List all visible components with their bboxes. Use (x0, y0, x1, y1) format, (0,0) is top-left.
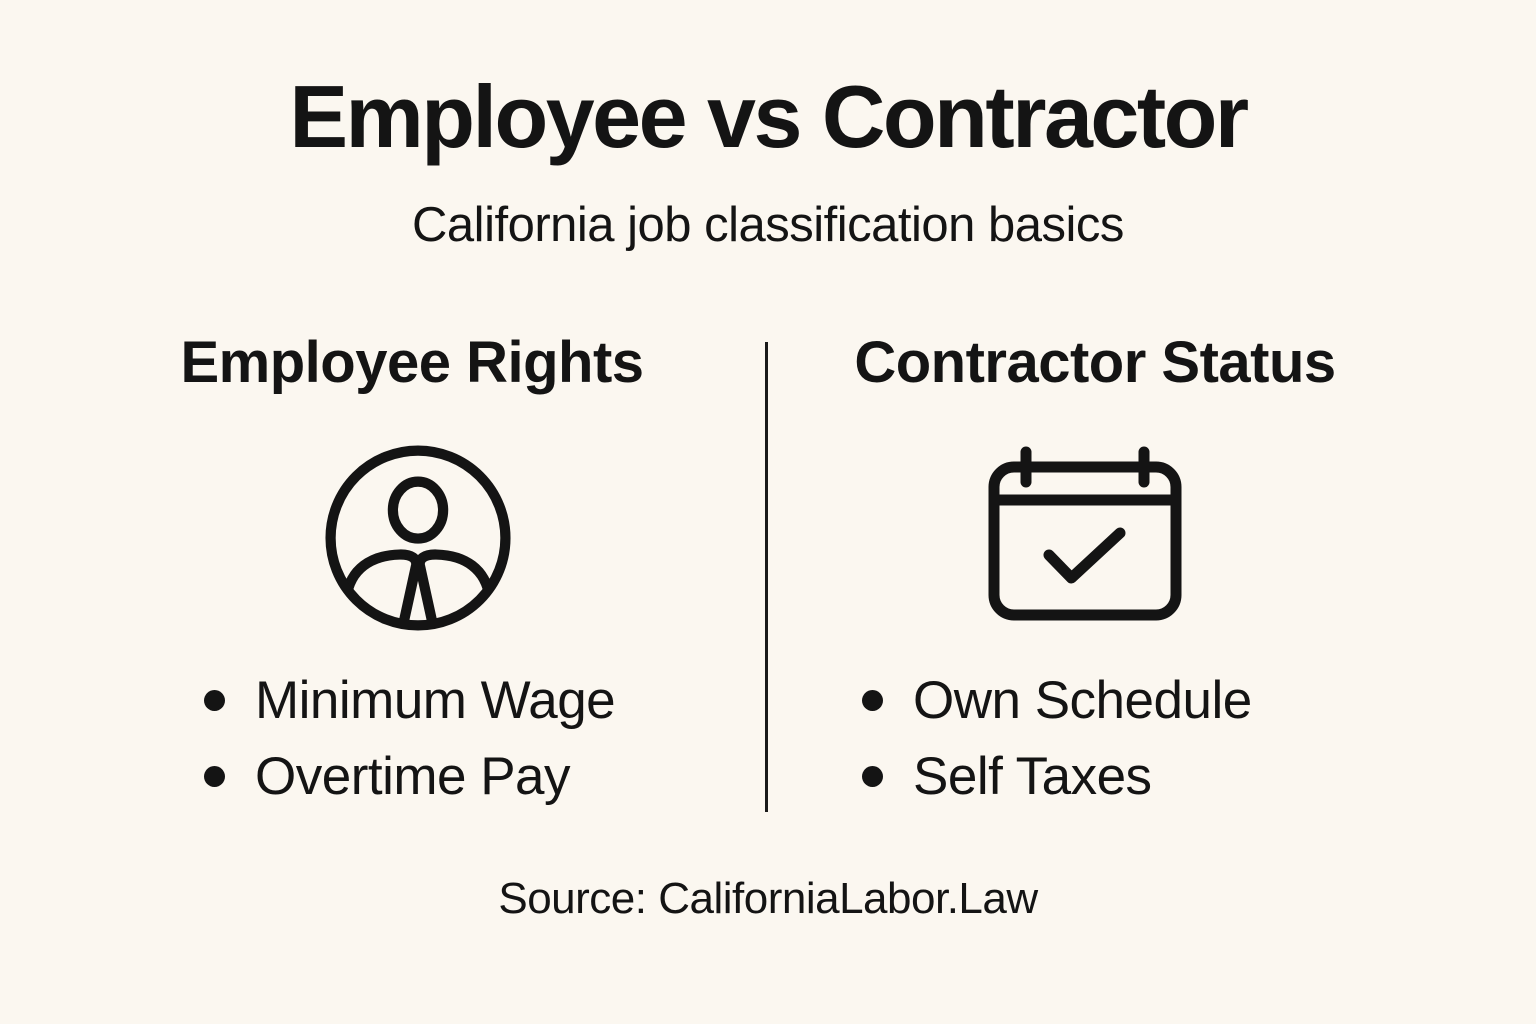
bullet-dot (204, 765, 225, 787)
list-item-label: Own Schedule (913, 670, 1252, 730)
list-item-label: Overtime Pay (255, 746, 571, 806)
bullet-dot (862, 765, 883, 787)
list-item: Overtime Pay (204, 738, 615, 814)
source-text: Source: CaliforniaLabor.Law (498, 874, 1038, 923)
contractor-column-title: Contractor Status (854, 330, 1336, 395)
employee-column-title: Employee Rights (180, 330, 644, 395)
list-item-label: Self Taxes (913, 746, 1152, 806)
person-circle-icon (325, 445, 511, 631)
calendar-check-icon (984, 443, 1186, 624)
list-item: Self Taxes (862, 738, 1252, 814)
page-subtitle: California job classification basics (412, 198, 1124, 252)
list-item: Minimum Wage (204, 662, 616, 738)
employee-bullet-list: Minimum Wage Overtime Pay (204, 662, 616, 814)
page-title: Employee vs Contractor (289, 67, 1249, 166)
contractor-bullet-list: Own Schedule Self Taxes (862, 662, 1252, 814)
list-item: Own Schedule (862, 662, 1252, 738)
bullet-dot (862, 689, 883, 711)
list-item-label: Minimum Wage (255, 670, 616, 730)
bullet-dot (204, 689, 225, 711)
column-divider (765, 342, 768, 812)
